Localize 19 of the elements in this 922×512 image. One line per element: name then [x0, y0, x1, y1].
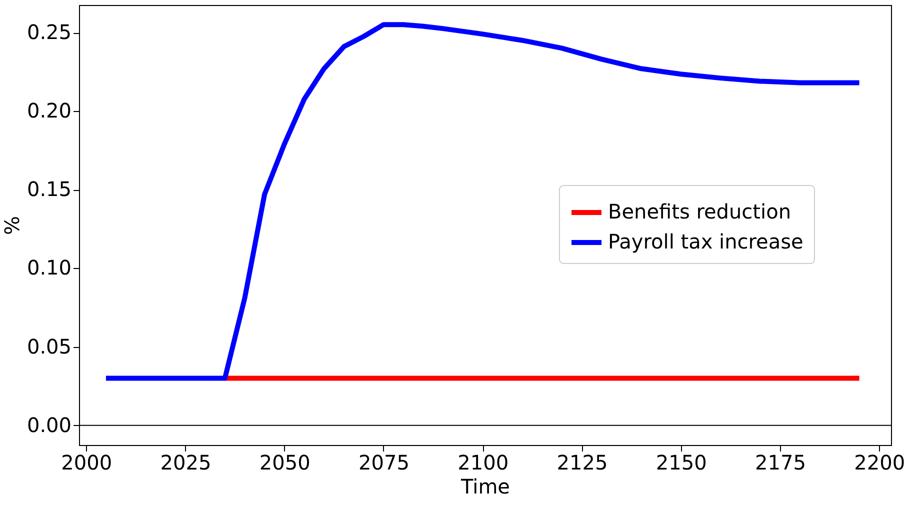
y-tick-label: 0.10 [26, 256, 72, 280]
x-axis-title: Time [460, 474, 510, 498]
x-tick-label: 2050 [259, 450, 310, 474]
y-tick-label: 0.15 [26, 177, 72, 202]
x-tick-label: 2000 [61, 450, 112, 474]
y-axis-title: % [0, 216, 24, 236]
y-tick-label: 0.25 [26, 20, 72, 44]
x-tick-label: 2200 [854, 450, 906, 474]
x-tick-label: 2075 [358, 450, 410, 474]
x-tick-label: 2025 [160, 450, 212, 474]
legend-label: Payroll tax increase [608, 230, 804, 254]
y-tick-label: 0.00 [26, 412, 72, 437]
x-tick-label: 2125 [556, 450, 608, 474]
x-tick-label: 2150 [656, 450, 707, 474]
y-tick-label: 0.20 [26, 98, 72, 123]
x-tick-label: 2175 [755, 450, 806, 474]
legend-label: Benefits reduction [608, 200, 791, 224]
x-tick-label: 2100 [458, 450, 509, 474]
y-tick-label: 0.05 [26, 334, 72, 358]
